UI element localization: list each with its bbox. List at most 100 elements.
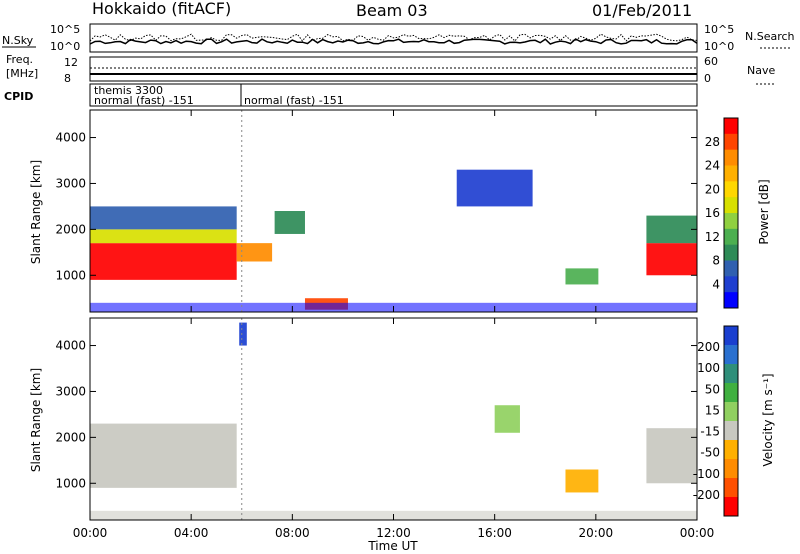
freq-unit-label: [MHz] — [6, 67, 38, 80]
data-region — [90, 229, 237, 244]
cpid-segment1-line1: themis 3300 — [94, 84, 163, 97]
station-title: Hokkaido (fitACF) — [92, 0, 231, 18]
data-region — [646, 428, 697, 484]
colorbar-swatch — [724, 197, 738, 214]
colorbar-swatch — [724, 276, 738, 293]
x-axis-ticks: 00:00 04:00 08:00 12:00 16:00 20:00 00:00 — [73, 110, 715, 540]
data-region — [565, 469, 599, 493]
x-axis-label: Time UT — [367, 539, 418, 553]
y-tick-label: 1000 — [55, 268, 86, 282]
power-ylabel: Slant Range [km] — [29, 160, 43, 264]
x-tick-label: 20:00 — [579, 526, 614, 540]
colorbar-swatch — [724, 421, 738, 441]
colorbar-swatch — [724, 149, 738, 166]
freq-right-tick-bottom: 0 — [704, 72, 711, 85]
y-tick-label: 2000 — [55, 222, 86, 236]
velocity-ylabel: Slant Range [km] — [29, 368, 43, 472]
y-tick-label: 1000 — [55, 476, 86, 490]
nsky-series-line — [89, 38, 698, 45]
data-region — [90, 206, 237, 230]
cpid-label: CPID — [4, 90, 33, 103]
nsearch-label: N.Search — [745, 30, 795, 43]
colorbar-tick-label: 12 — [705, 230, 720, 244]
colorbar-tick-label: 100 — [697, 361, 720, 375]
freq-panel: Freq. [MHz] 12 8 60 0 Nave — [6, 53, 776, 85]
freq-left-tick-top: 12 — [64, 56, 78, 69]
colorbar-swatch — [724, 478, 738, 498]
y-tick-label: 3000 — [55, 384, 86, 398]
colorbar-swatch — [724, 364, 738, 384]
colorbar-tick-label: 24 — [705, 159, 720, 173]
colorbar-tick-label: 20 — [705, 182, 720, 196]
beam-label: Beam 03 — [356, 1, 428, 20]
colorbar-swatch — [724, 292, 738, 309]
colorbar-swatch — [724, 260, 738, 277]
nsky-label: N.Sky — [2, 34, 34, 47]
colorbar-tick-label: 4 — [712, 277, 720, 291]
colorbar-swatch — [724, 118, 738, 135]
colorbar-swatch — [724, 440, 738, 460]
colorbar-swatch — [724, 244, 738, 261]
colorbar-frame — [723, 117, 739, 309]
freq-right-tick-top: 60 — [704, 55, 718, 68]
colorbar-swatch — [724, 326, 738, 346]
nsky-left-tick-bottom: 10^0 — [50, 40, 80, 53]
y-tick-label: 2000 — [55, 430, 86, 444]
colorbar-swatch — [724, 497, 738, 517]
x-tick-label: 16:00 — [477, 526, 512, 540]
colorbar-swatch — [724, 133, 738, 151]
power-colorbar-label: Power [dB] — [757, 179, 771, 244]
colorbar-tick-label: 8 — [712, 254, 720, 268]
cpid-segment2: normal (fast) -151 — [244, 94, 344, 107]
nsky-right-tick-top: 10^5 — [704, 23, 734, 36]
colorbar-tick-label: -200 — [693, 488, 720, 502]
colorbar-tick-label: 28 — [705, 135, 720, 149]
data-region — [90, 243, 237, 280]
colorbar-swatch — [724, 181, 738, 198]
power-colorbar: 28 24 20 16 12 8 4 — [705, 117, 739, 309]
colorbar-swatch — [724, 402, 738, 422]
x-tick-label: 00:00 — [73, 526, 108, 540]
cpid-panel: CPID themis 3300 normal (fast) -151 norm… — [4, 83, 698, 107]
velocity-y-ticks: 1000 2000 3000 4000 — [55, 339, 697, 490]
velocity-colorbar: 200 100 50 15 -15 -50 -100 -200 — [693, 325, 739, 517]
date-label: 01/Feb/2011 — [592, 1, 692, 20]
colorbar-swatch — [724, 345, 738, 365]
data-region — [565, 268, 599, 285]
data-region — [646, 215, 697, 244]
data-region — [494, 405, 520, 433]
velocity-colorbar-label: Velocity [m s⁻¹] — [761, 373, 775, 466]
colorbar-tick-label: -50 — [700, 446, 720, 460]
colorbar-tick-label: 15 — [705, 403, 720, 417]
x-tick-label: 08:00 — [275, 526, 310, 540]
x-tick-label: 12:00 — [376, 526, 411, 540]
colorbar-tick-label: -100 — [693, 467, 720, 481]
colorbar-frame — [723, 325, 739, 517]
colorbar-swatch — [724, 165, 738, 182]
y-tick-label: 3000 — [55, 176, 86, 190]
data-region — [239, 322, 247, 346]
colorbar-swatch — [724, 459, 738, 479]
colorbar-tick-label: -15 — [700, 425, 720, 439]
colorbar-swatch — [724, 213, 738, 230]
colorbar-tick-label: 16 — [705, 206, 720, 220]
data-region — [90, 423, 237, 488]
x-tick-label: 00:00 — [680, 526, 715, 540]
cpid-frame — [89, 83, 698, 107]
freq-left-tick-bottom: 8 — [64, 72, 71, 85]
nsky-frame — [89, 23, 698, 53]
nsearch-series-line — [89, 33, 698, 42]
y-tick-label: 4000 — [55, 339, 86, 353]
data-region — [646, 243, 697, 276]
data-region — [274, 211, 305, 234]
power-data-marks — [90, 110, 697, 312]
data-region — [456, 169, 533, 207]
colorbar-swatch — [724, 228, 738, 246]
x-tick-label: 04:00 — [174, 526, 209, 540]
power-panel: 1000 2000 3000 4000 Slant Range [km] 28 24 20… — [29, 109, 771, 313]
nave-label: Nave — [747, 64, 775, 77]
freq-frame — [89, 56, 698, 82]
nsky-panel: N.Sky 10^5 10^0 10^5 10^0 N.Search — [2, 23, 795, 53]
